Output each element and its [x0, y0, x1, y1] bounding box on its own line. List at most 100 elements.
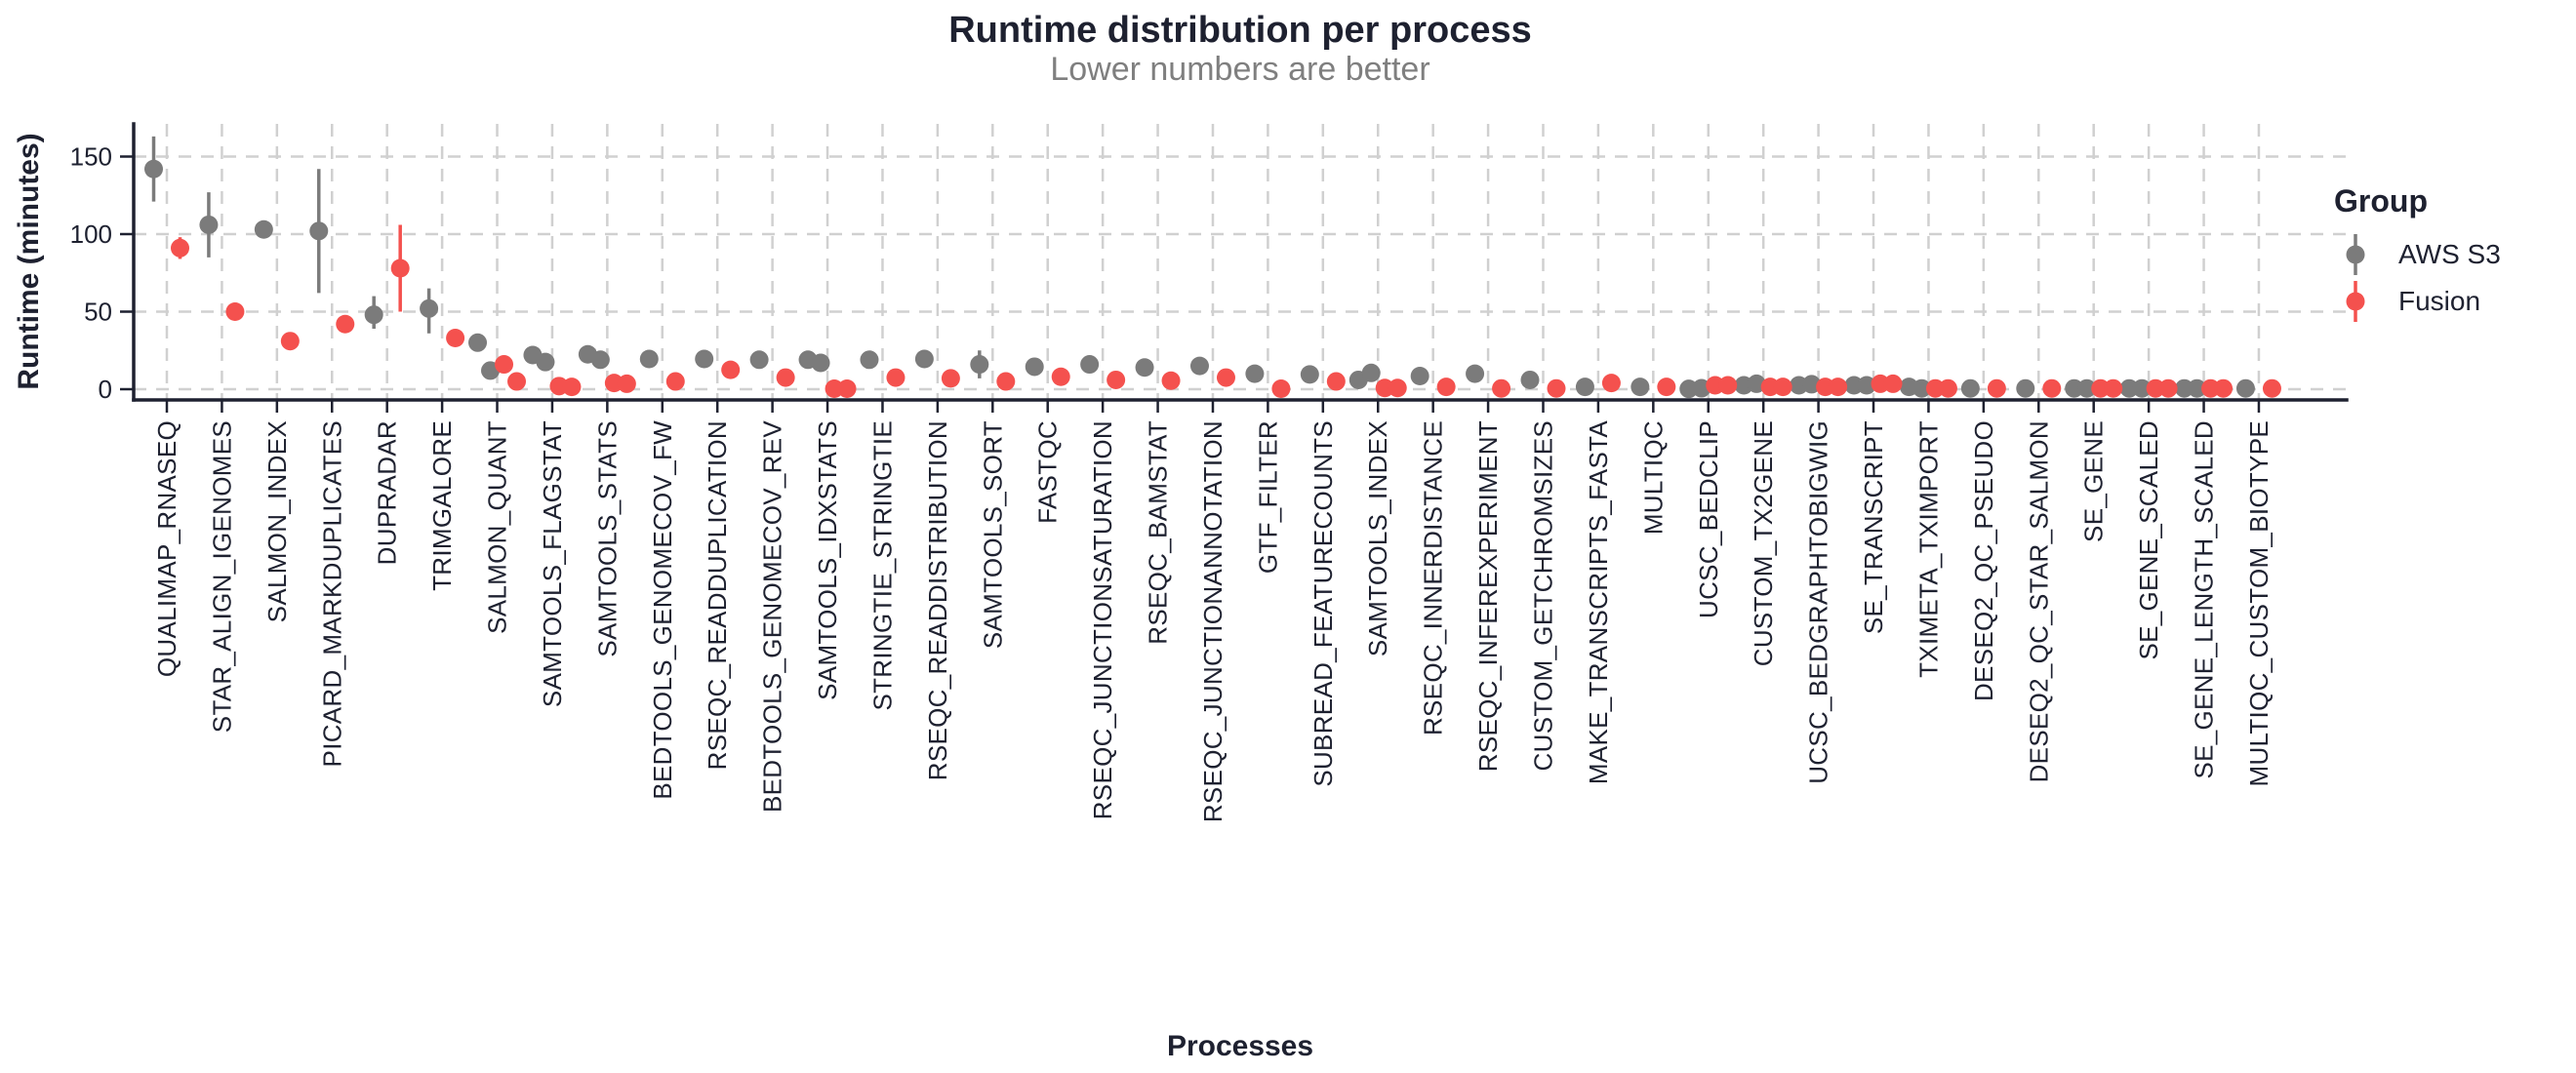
point-fusion — [1375, 378, 1394, 398]
legend-label-fusion: Fusion — [2398, 286, 2481, 316]
point-aws-s3 — [1575, 378, 1594, 397]
point-fusion — [390, 258, 410, 278]
x-category-label: TXIMETA_TXIMPORT — [1913, 420, 1943, 678]
point-aws-s3 — [860, 350, 879, 370]
point-aws-s3 — [1844, 376, 1864, 395]
point-aws-s3 — [2132, 378, 2152, 398]
x-category-label: SAMTOOLS_STATS — [592, 420, 622, 657]
glyph-dot — [2346, 292, 2365, 311]
point-aws-s3 — [1466, 364, 1485, 383]
x-category-label: DESEQ2_QC_PSEUDO — [1969, 420, 1998, 701]
x-category-label: CUSTOM_TX2GENE — [1749, 420, 1778, 666]
point-aws-s3 — [1135, 358, 1154, 378]
point-fusion — [1883, 374, 1903, 393]
point-fusion — [617, 374, 636, 393]
point-fusion — [1547, 378, 1566, 398]
x-category-label: SAMTOOLS_SORT — [978, 420, 1007, 649]
point-fusion — [1938, 378, 1957, 398]
x-category-label: SE_GENE — [2079, 420, 2109, 542]
x-category-label: BEDTOOLS_GENOMECOV_REV — [758, 420, 787, 813]
x-category-label: SAMTOOLS_IDXSTATS — [813, 420, 842, 700]
legend: Group AWS S3 Fusion — [2334, 183, 2501, 325]
legend-item-aws-s3: AWS S3 — [2334, 231, 2501, 278]
point-aws-s3 — [2077, 378, 2097, 398]
point-fusion — [2104, 378, 2123, 398]
point-aws-s3 — [2119, 378, 2139, 398]
x-category-label: SALMON_INDEX — [262, 420, 292, 622]
point-fusion — [2146, 378, 2165, 398]
x-category-label: BEDTOOLS_GENOMECOV_FW — [648, 420, 677, 800]
points-layer — [144, 136, 2281, 399]
point-fusion — [1718, 376, 1738, 395]
point-aws-s3 — [1080, 355, 1100, 375]
x-category-label: SAMTOOLS_INDEX — [1363, 420, 1392, 656]
point-fusion — [2201, 378, 2221, 398]
point-aws-s3 — [1300, 365, 1319, 384]
legend-title: Group — [2334, 183, 2428, 219]
x-category-label: PICARD_MARKDUPLICATES — [317, 420, 346, 767]
point-aws-s3 — [536, 352, 555, 372]
x-category-label: QUALIMAP_RNASEQ — [152, 420, 181, 677]
point-aws-s3 — [914, 349, 934, 369]
point-fusion — [2042, 378, 2062, 398]
point-aws-s3 — [1960, 378, 1980, 398]
chart-title: Runtime distribution per process — [948, 10, 1532, 51]
point-fusion — [1706, 376, 1725, 395]
x-category-label: STAR_ALIGN_IGENOMES — [207, 420, 236, 733]
point-fusion — [1657, 378, 1676, 397]
point-fusion — [1216, 368, 1235, 387]
point-aws-s3 — [1189, 356, 1209, 376]
legend-label-aws-s3: AWS S3 — [2398, 239, 2501, 269]
point-fusion — [1987, 378, 2006, 398]
point-fusion — [495, 355, 514, 375]
x-category-label: RSEQC_INNERDISTANCE — [1419, 420, 1448, 735]
point-fusion — [225, 302, 245, 321]
x-category-label: RSEQC_READDISTRIBUTION — [923, 420, 952, 780]
point-fusion — [1271, 379, 1291, 399]
point-fusion — [886, 368, 906, 387]
point-fusion — [1051, 367, 1070, 386]
point-fusion — [446, 329, 465, 348]
x-category-label: GTF_FILTER — [1253, 420, 1282, 574]
point-aws-s3 — [639, 349, 659, 369]
point-aws-s3 — [420, 298, 439, 318]
point-fusion — [776, 368, 795, 387]
x-category-label: RSEQC_INFEREXPERIMENT — [1473, 420, 1503, 772]
point-fusion — [825, 379, 844, 399]
x-category-label: DESEQ2_QC_STAR_SALMON — [2024, 420, 2053, 782]
point-aws-s3 — [309, 221, 329, 241]
x-category-label: SAMTOOLS_FLAGSTAT — [538, 420, 567, 707]
point-fusion — [1773, 378, 1792, 397]
point-aws-s3 — [970, 355, 989, 375]
point-aws-s3 — [2016, 378, 2035, 398]
point-fusion — [1760, 378, 1780, 397]
x-category-label: DUPRADAR — [373, 420, 402, 565]
point-aws-s3 — [2065, 378, 2084, 398]
glyph-dot — [2346, 245, 2365, 264]
axes-layer: 0 50 100 150 QUALIMAP_RNASEQ STAR_ALIGN_IGENO… — [70, 122, 2349, 822]
x-category-label: RSEQC_READDUPLICATION — [703, 420, 732, 770]
point-fusion — [2091, 378, 2111, 398]
y-tick-label: 150 — [70, 142, 112, 172]
x-category-label: MULTIQC — [1638, 420, 1668, 535]
point-aws-s3 — [364, 305, 383, 325]
legend-item-fusion: Fusion — [2334, 278, 2501, 325]
point-fusion — [562, 378, 582, 397]
pointrange-glyph-gray-icon — [2346, 234, 2365, 275]
point-aws-s3 — [2175, 378, 2194, 398]
x-category-label: CUSTOM_GETCHROMSIZES — [1529, 420, 1558, 771]
point-aws-s3 — [1245, 364, 1265, 383]
x-category-label: FASTQC — [1033, 420, 1063, 524]
x-category-label: STRINGTIE_STRINGTIE — [867, 420, 897, 711]
x-category-label: RSEQC_JUNCTIONSATURATION — [1088, 420, 1117, 819]
point-aws-s3 — [749, 350, 769, 370]
point-fusion — [2214, 378, 2234, 398]
point-fusion — [280, 332, 300, 351]
point-fusion — [1161, 371, 1181, 390]
x-category-label: RSEQC_JUNCTIONANNOTATION — [1198, 420, 1228, 822]
point-aws-s3 — [1361, 363, 1381, 382]
point-aws-s3 — [254, 219, 273, 239]
y-tick-label: 50 — [84, 298, 112, 327]
